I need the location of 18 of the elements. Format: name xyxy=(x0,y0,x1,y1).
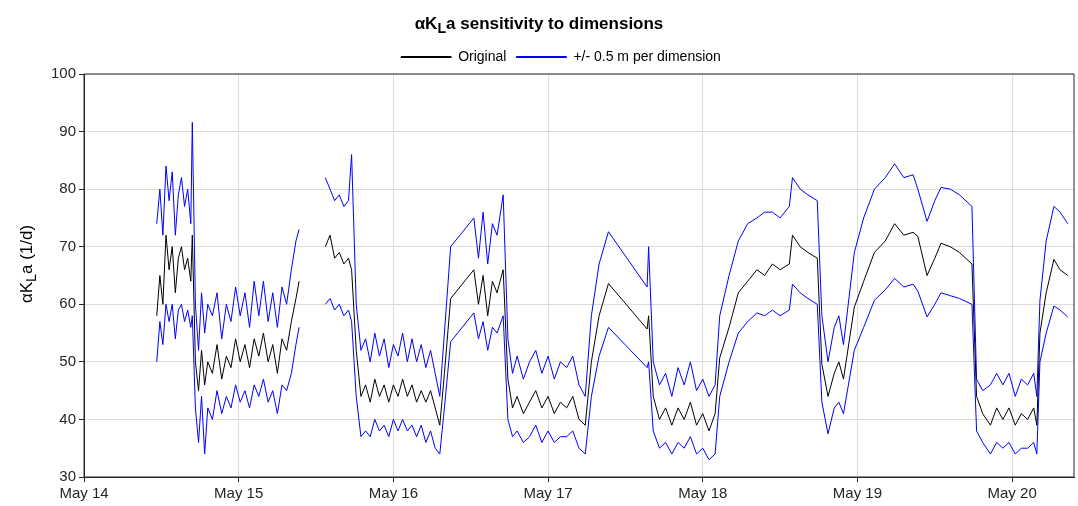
x-tick-label: May 20 xyxy=(987,484,1037,502)
y-tick-label: 40 xyxy=(59,409,77,427)
y-tick-label: 80 xyxy=(59,179,77,197)
x-tick-label: May 14 xyxy=(59,484,109,502)
x-tick-label: May 16 xyxy=(368,484,418,502)
y-tick-label: 90 xyxy=(59,121,77,139)
legend-label: +/- 0.5 m per dimension xyxy=(573,47,721,64)
y-tick-label: 70 xyxy=(59,236,77,254)
x-tick-label: May 19 xyxy=(832,484,883,502)
y-tick-label: 30 xyxy=(59,467,77,485)
legend-label: Original xyxy=(458,47,507,64)
y-tick-label: 60 xyxy=(59,294,77,312)
x-tick-label: May 18 xyxy=(678,484,728,502)
x-tick-label: May 17 xyxy=(523,484,573,502)
y-tick-label: 50 xyxy=(59,352,77,369)
x-tick-label: May 15 xyxy=(214,484,264,502)
y-tick-label: 100 xyxy=(51,64,77,82)
chart-title: αK$_{L}$a sensitivity to dimensions xyxy=(413,14,665,37)
